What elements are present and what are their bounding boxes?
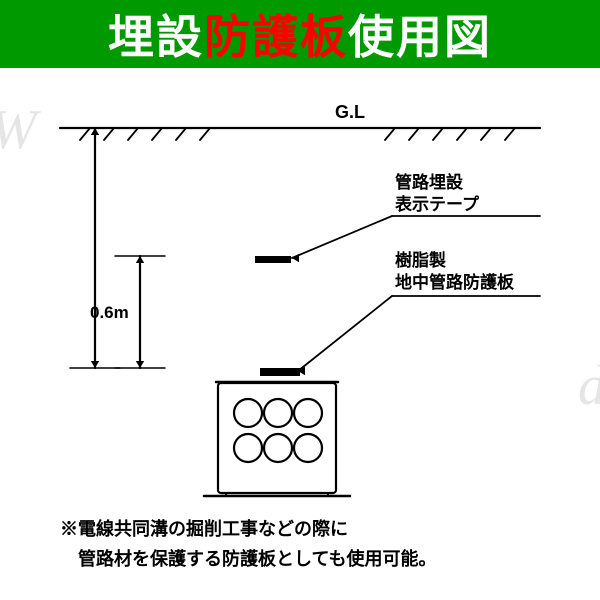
svg-text:表示テープ: 表示テープ [395, 194, 480, 214]
cross-section-diagram: G.L 0.6m 管路埋設表示テープ樹脂製地中管路防護板 [0, 68, 600, 508]
title-banner: 埋設防護板使用図 [0, 0, 600, 68]
caption-line1: ※電線共同溝の掘削工事などの際に [60, 514, 540, 545]
caption-line2: 管路材を保護する防護板としても使用可能。 [60, 544, 540, 575]
svg-text:G.L: G.L [335, 102, 365, 122]
title-highlight: 防護板 [204, 11, 348, 63]
svg-text:地中管路防護板: 地中管路防護板 [395, 272, 515, 292]
title-text: 埋設防護板使用図 [108, 1, 492, 67]
title-pre: 埋設 [108, 11, 204, 63]
svg-text:0.6m: 0.6m [90, 303, 129, 322]
caption: ※電線共同溝の掘削工事などの際に 管路材を保護する防護板としても使用可能。 [0, 514, 600, 575]
svg-text:管路埋設: 管路埋設 [395, 172, 464, 192]
title-post: 使用図 [348, 11, 492, 63]
svg-text:樹脂製: 樹脂製 [395, 250, 446, 270]
diagram-area: W d. G.L0.6m管路埋設表示テープ樹脂製地中管路防護板 [0, 68, 600, 508]
